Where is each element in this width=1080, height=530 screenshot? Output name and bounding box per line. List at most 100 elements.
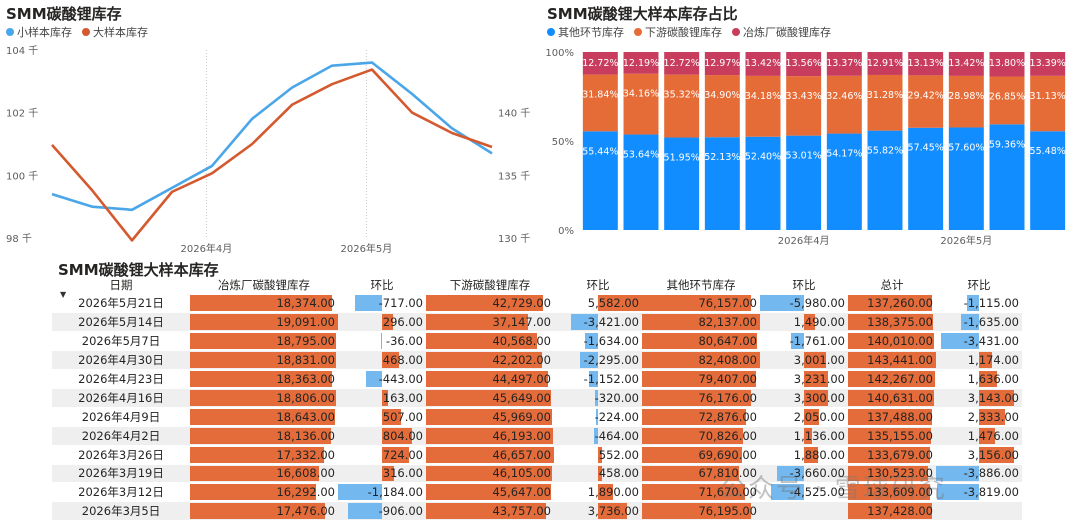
cell-value: 18,806.00 — [276, 390, 335, 405]
value-bar — [642, 314, 760, 331]
data-label: 57.60% — [948, 142, 984, 153]
change-cell: -3,886.00 — [936, 464, 1022, 484]
change-bar — [966, 295, 979, 312]
cell-value: 3,143.00 — [967, 390, 1019, 405]
cell-value: 507.00 — [382, 409, 423, 424]
change-cell: -3,660.00 — [760, 464, 848, 484]
cell-value: 18,795.00 — [276, 334, 335, 349]
change-cell: -224.00 — [554, 407, 642, 427]
stack-segment-2 — [704, 52, 740, 76]
value-bar — [848, 427, 931, 444]
data-label: 54.17% — [826, 149, 862, 160]
legend-item-downstream[interactable]: 下游碳酸锂库存 — [634, 24, 722, 40]
cell-value: 142,267.00 — [867, 372, 933, 386]
change-bar — [804, 427, 813, 444]
legend-item-other[interactable]: 其他环节库存 — [547, 24, 624, 40]
change-cell: 1,174.00 — [936, 350, 1022, 371]
table-row[interactable]: 2026年5月7日 18,795.00 -36.00 40,568.00 -1,634.… — [52, 331, 1022, 352]
column-header[interactable]: 环比 — [792, 278, 816, 292]
change-bar — [760, 295, 804, 312]
table-row[interactable]: 2026年5月21日 18,374.00 -717.00 42,729.00 5,582… — [52, 294, 1022, 314]
change-bar — [585, 333, 598, 350]
column-header[interactable]: 日期 — [109, 278, 133, 292]
stack-segment-0 — [826, 133, 862, 230]
cell-value: -1,761.00 — [789, 334, 845, 349]
cell-value: 2,050.00 — [793, 409, 845, 424]
cell-value: 16,608.00 — [276, 466, 335, 481]
cell-value: 1,890.00 — [587, 485, 639, 500]
cell-value: 71,670.00 — [698, 485, 757, 500]
cell-value: 45,647.00 — [492, 485, 551, 500]
change-bar — [588, 371, 598, 387]
cell-value: -1,635.00 — [963, 315, 1019, 330]
stack-segment-2 — [786, 52, 822, 77]
cell-value: 130,523.00 — [867, 466, 933, 481]
change-bar — [804, 352, 827, 369]
cell-value: 804.00 — [382, 428, 423, 443]
stack-segment-1 — [664, 74, 700, 138]
value-bar — [642, 503, 752, 520]
value-cell: 80,647.00 — [642, 331, 760, 352]
change-cell: 507.00 — [338, 407, 426, 427]
table-row[interactable]: 2026年5月14日 19,091.00 296.00 37,147.00 -3,421… — [52, 312, 1022, 333]
cell-value: 46,193.00 — [492, 428, 551, 443]
column-header[interactable]: 环比 — [967, 278, 991, 292]
change-cell: -443.00 — [338, 369, 426, 389]
table-row[interactable]: 2026年3月5日 17,476.00 -906.00 43,757.00 3,736.… — [52, 501, 1022, 522]
stack-segment-0 — [745, 136, 781, 230]
column-header[interactable]: 其他环节库存 — [666, 278, 736, 292]
value-bar — [848, 503, 933, 520]
value-bar — [642, 333, 758, 350]
cell-value: 133,679.00 — [867, 447, 933, 462]
legend-item-smelter[interactable]: 冶炼厂碳酸锂库存 — [732, 24, 831, 40]
value-cell: 17,476.00 — [190, 501, 338, 522]
table-row[interactable]: 2026年4月23日 18,363.00 -443.00 44,497.00 -1,15… — [52, 369, 1022, 389]
change-cell: -4,525.00 — [760, 482, 848, 503]
column-header[interactable]: 总计 — [880, 278, 904, 292]
cell-value: 67,810.00 — [698, 466, 757, 481]
cell-value: 18,363.00 — [276, 372, 335, 386]
value-bar — [642, 465, 740, 482]
change-cell: -36.00 — [338, 331, 426, 352]
change-cell: 724.00 — [338, 445, 426, 465]
legend-item-large[interactable]: 大样本库存 — [82, 24, 148, 40]
stack-segment-1 — [745, 75, 781, 137]
cell-value: 18,136.00 — [276, 428, 335, 443]
change-bar — [382, 446, 409, 463]
cell-value: 16,292.00 — [276, 485, 335, 500]
legend-dot-icon — [6, 28, 14, 36]
change-cell: 1,136.00 — [760, 426, 848, 446]
cell-value: 3,736.00 — [587, 504, 639, 519]
column-header[interactable]: 冶炼厂碳酸锂库存 — [218, 278, 310, 292]
legend-item-small[interactable]: 小样本库存 — [6, 24, 72, 40]
value-bar — [848, 389, 935, 406]
table-row[interactable]: 2026年4月9日 18,643.00 507.00 45,969.00 -224.00… — [52, 407, 1022, 427]
table-header-row: 日期 冶炼厂碳酸锂库存 环比 下游碳酸锂库存 环比 其他环节库存 环比 总计 环比 — [52, 276, 1022, 294]
data-label: 29.42% — [908, 90, 944, 101]
date-cell: 2026年3月5日 — [52, 501, 190, 522]
data-label: 59.36% — [989, 139, 1025, 150]
value-bar — [190, 503, 326, 520]
table-row[interactable]: 2026年4月2日 18,136.00 804.00 46,193.00 -464.00… — [52, 426, 1022, 446]
table-row[interactable]: 2026年4月30日 18,831.00 468.00 42,202.00 -2,295… — [52, 350, 1022, 371]
table-row[interactable]: 2026年4月16日 18,806.00 163.00 45,649.00 -320.0… — [52, 388, 1022, 408]
column-header[interactable]: 下游碳酸锂库存 — [449, 278, 531, 292]
data-label: 13.39% — [1030, 58, 1066, 69]
table-row[interactable]: 2026年3月26日 17,332.00 724.00 46,657.00 552.00… — [52, 445, 1022, 465]
change-cell: 5,582.00 — [554, 294, 642, 314]
table-row[interactable]: 2026年3月19日 16,608.00 316.00 46,105.00 458.00… — [52, 464, 1022, 484]
stack-segment-2 — [664, 52, 700, 75]
cell-value: 40,568.00 — [492, 334, 551, 349]
change-cell: -3,421.00 — [554, 312, 642, 333]
column-header[interactable]: 环比 — [586, 278, 610, 292]
data-label: 33.43% — [786, 91, 822, 102]
value-cell: 16,292.00 — [190, 482, 338, 503]
cell-value: -717.00 — [378, 296, 423, 311]
column-header[interactable]: 环比 — [370, 278, 394, 292]
value-cell: 79,407.00 — [642, 369, 760, 389]
cell-value: 69,690.00 — [698, 447, 757, 462]
table-row[interactable]: 2026年3月12日 16,292.00 -1,184.00 45,647.00 1,8… — [52, 482, 1022, 503]
cell-value: -2,295.00 — [583, 353, 639, 368]
cell-value: -1,634.00 — [583, 334, 639, 349]
cell-value: 46,105.00 — [492, 466, 551, 481]
